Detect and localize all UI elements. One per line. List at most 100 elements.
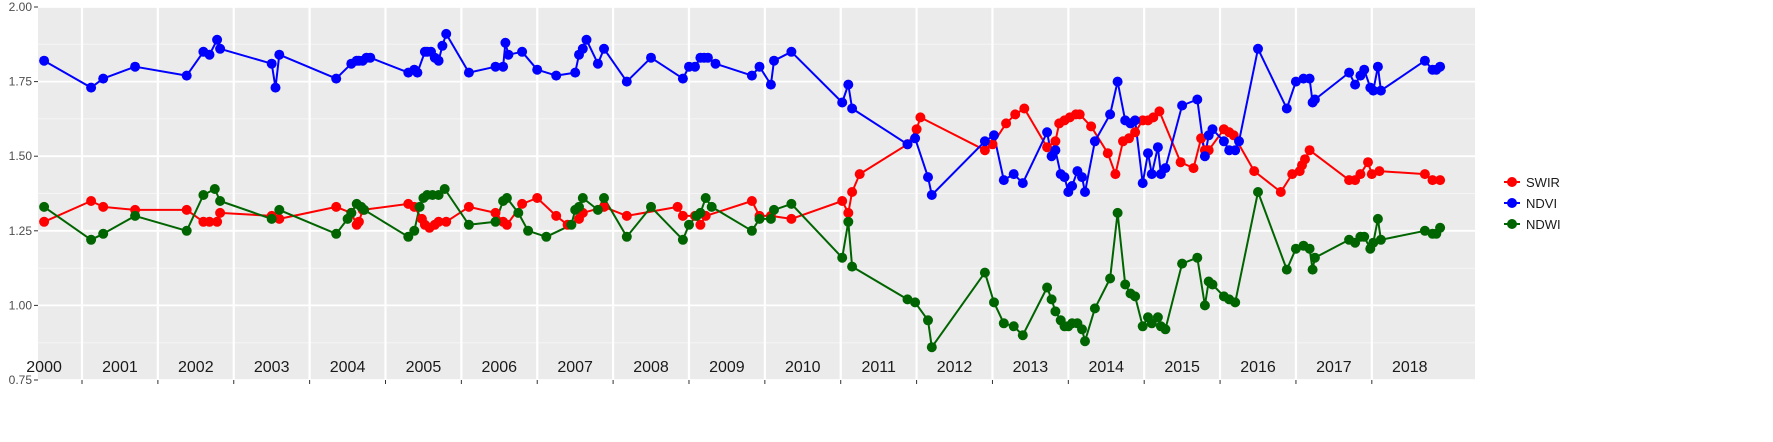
data-point-ndwi bbox=[677, 234, 688, 245]
data-point-ndwi bbox=[414, 201, 425, 212]
data-point-ndwi bbox=[1368, 237, 1379, 248]
data-point-ndwi bbox=[1207, 279, 1218, 290]
data-point-ndwi bbox=[574, 201, 584, 212]
data-point-swir bbox=[1363, 157, 1373, 168]
data-point-swir bbox=[1130, 127, 1141, 138]
data-point-ndwi bbox=[1080, 336, 1090, 347]
year-label: 2014 bbox=[1088, 359, 1124, 376]
y-tick-label: 1.25 bbox=[9, 224, 33, 238]
data-point-ndwi bbox=[902, 294, 913, 305]
data-point-ndwi bbox=[1137, 321, 1148, 332]
data-point-swir bbox=[1355, 169, 1366, 180]
data-point-ndwi bbox=[1230, 297, 1241, 308]
major-gridlines bbox=[38, 6, 1475, 381]
data-point-ndwi bbox=[998, 318, 1009, 329]
data-point-ndwi bbox=[1152, 312, 1163, 323]
data-point-ndwi bbox=[1372, 213, 1383, 224]
data-point-ndwi bbox=[274, 204, 285, 215]
data-point-ndvi bbox=[1050, 145, 1061, 156]
data-point-ndwi bbox=[847, 261, 858, 272]
data-point-swir bbox=[1304, 145, 1315, 156]
y-axis: 0.75 1.00 1.25 1.50 1.75 2.00 bbox=[9, 0, 38, 387]
data-point-swir bbox=[1148, 112, 1159, 123]
data-point-swir bbox=[204, 216, 215, 227]
year-label: 2006 bbox=[481, 359, 517, 376]
data-point-swir bbox=[1427, 175, 1438, 186]
data-point-swir bbox=[837, 196, 848, 206]
legend-item-ndvi: NDVI bbox=[1504, 196, 1557, 211]
data-point-ndvi bbox=[551, 70, 562, 81]
data-point-ndwi bbox=[1435, 222, 1446, 233]
data-point-ndvi bbox=[86, 82, 97, 93]
data-point-ndvi bbox=[910, 133, 921, 144]
data-point-ndvi bbox=[1143, 148, 1153, 159]
data-point-ndvi bbox=[181, 70, 192, 81]
data-point-ndvi bbox=[441, 28, 452, 39]
data-point-ndvi bbox=[1375, 85, 1386, 96]
data-point-swir bbox=[433, 216, 444, 227]
data-point-ndwi bbox=[1304, 243, 1315, 254]
data-point-ndvi bbox=[331, 73, 342, 84]
data-point-swir bbox=[86, 196, 97, 206]
data-point-ndwi bbox=[359, 204, 370, 215]
data-point-ndvi bbox=[1160, 163, 1171, 174]
data-point-swir bbox=[1001, 118, 1012, 129]
data-point-swir bbox=[1249, 166, 1260, 177]
data-point-ndvi bbox=[1112, 76, 1123, 87]
data-point-ndwi bbox=[646, 201, 656, 212]
data-point-ndvi bbox=[690, 61, 700, 72]
data-point-swir bbox=[39, 216, 50, 227]
year-label: 2008 bbox=[633, 359, 669, 376]
data-point-ndwi bbox=[695, 207, 706, 218]
data-point-ndvi bbox=[1042, 127, 1053, 138]
data-point-ndvi bbox=[1350, 79, 1361, 90]
data-point-ndwi bbox=[198, 190, 209, 200]
data-point-ndwi bbox=[98, 228, 109, 239]
data-point-swir bbox=[1287, 169, 1298, 180]
data-point-swir bbox=[1050, 136, 1061, 147]
data-point-ndvi bbox=[1207, 124, 1218, 135]
data-point-ndvi bbox=[843, 79, 854, 90]
data-point-ndvi bbox=[926, 190, 937, 200]
x-axis bbox=[81, 380, 1373, 384]
data-point-ndvi bbox=[1309, 94, 1320, 105]
data-point-ndvi bbox=[1080, 187, 1090, 197]
data-point-swir bbox=[274, 213, 285, 224]
data-point-swir bbox=[979, 145, 990, 156]
data-point-ndvi bbox=[1419, 55, 1430, 66]
data-point-ndvi bbox=[1130, 115, 1141, 126]
data-point-ndwi bbox=[765, 213, 776, 224]
data-point-ndwi bbox=[1017, 330, 1028, 341]
data-point-ndvi bbox=[1192, 94, 1203, 105]
data-point-swir bbox=[212, 216, 223, 227]
data-point-swir bbox=[1435, 175, 1446, 186]
data-point-ndvi bbox=[1089, 136, 1100, 147]
data-point-ndwi bbox=[130, 210, 141, 221]
data-point-ndvi bbox=[1344, 67, 1355, 78]
year-label: 2012 bbox=[937, 359, 973, 376]
data-point-swir bbox=[215, 207, 226, 218]
data-point-ndwi bbox=[769, 204, 779, 215]
year-label: 2005 bbox=[406, 359, 442, 376]
data-point-ndvi bbox=[1304, 73, 1315, 84]
data-point-swir bbox=[501, 219, 512, 230]
year-label: 2007 bbox=[557, 359, 593, 376]
data-point-ndwi bbox=[979, 267, 990, 278]
data-point-ndwi bbox=[1146, 318, 1157, 329]
legend-point-key bbox=[1507, 198, 1517, 208]
data-point-swir bbox=[987, 139, 998, 150]
data-point-swir bbox=[517, 198, 528, 209]
data-point-swir bbox=[353, 216, 364, 227]
data-point-ndvi bbox=[979, 136, 990, 147]
data-point-ndvi bbox=[786, 46, 797, 57]
data-point-ndvi bbox=[1290, 76, 1301, 87]
data-point-ndwi bbox=[1089, 303, 1100, 314]
data-point-ndwi bbox=[1309, 252, 1320, 263]
data-point-ndvi bbox=[1230, 145, 1241, 156]
data-point-swir bbox=[490, 207, 501, 218]
data-point-ndvi bbox=[847, 103, 858, 114]
data-point-ndwi bbox=[1042, 282, 1053, 293]
data-point-swir bbox=[695, 219, 706, 230]
data-point-swir bbox=[915, 112, 926, 123]
data-point-ndvi bbox=[1059, 172, 1070, 183]
